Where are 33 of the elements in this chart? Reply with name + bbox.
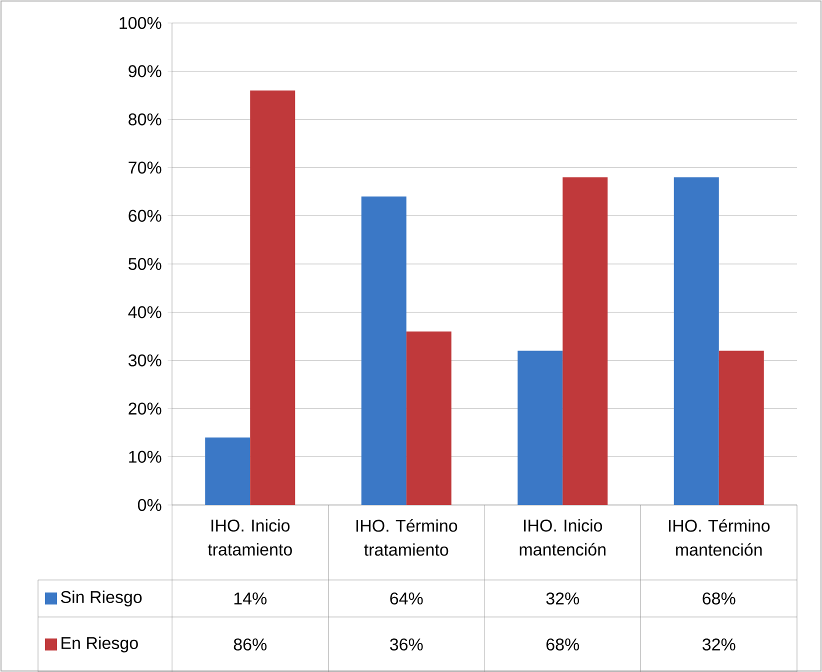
- bar: [718, 350, 764, 505]
- data-label: 32%: [546, 592, 580, 605]
- legend-label: En Riesgo: [62, 636, 138, 652]
- x-tick-label: IHO. Inicio mantención: [520, 519, 606, 556]
- data-label: 86%: [234, 638, 267, 651]
- data-label: 68%: [702, 592, 736, 605]
- y-tick-label: 100%: [120, 16, 162, 30]
- bar: [250, 90, 296, 505]
- x-tick-label: IHO. Término tratamiento: [356, 519, 458, 556]
- legend-label: Sin Riesgo: [60, 590, 142, 606]
- y-tick-label: 20%: [128, 402, 162, 415]
- y-tick-label: 0%: [138, 498, 162, 512]
- y-tick-label: 80%: [128, 113, 162, 126]
- bar: [674, 177, 719, 505]
- y-tick-label: 90%: [128, 65, 162, 78]
- y-tick-label: 50%: [128, 258, 162, 270]
- y-tick-label: 60%: [128, 210, 162, 222]
- bar: [562, 177, 608, 505]
- y-tick-label: 70%: [128, 162, 162, 174]
- y-tick-label: 10%: [129, 450, 162, 463]
- x-tick-label: IHO. Término mantención: [668, 519, 770, 556]
- x-tick-label: IHO. Inicio tratamiento: [208, 519, 292, 556]
- bar: [361, 196, 406, 505]
- bar: [518, 350, 563, 505]
- data-label: 68%: [546, 638, 580, 651]
- y-tick-label: 30%: [128, 354, 162, 366]
- bar: [205, 438, 250, 505]
- data-label: 14%: [234, 592, 267, 604]
- data-label: 32%: [702, 638, 736, 651]
- data-label: 64%: [390, 592, 423, 605]
- bar: [406, 331, 452, 505]
- data-label: 36%: [390, 638, 423, 651]
- y-tick-label: 40%: [128, 306, 162, 318]
